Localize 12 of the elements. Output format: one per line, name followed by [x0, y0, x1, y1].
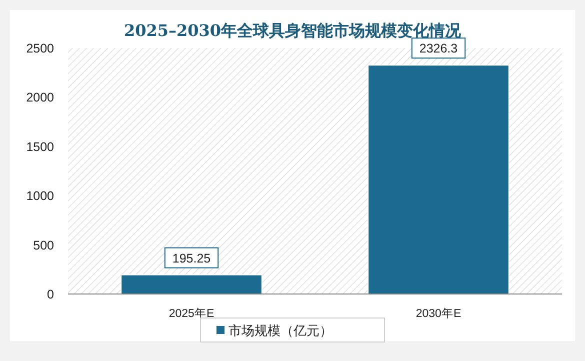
chart-title: 2025–2030年全球具身智能市场规模变化情况: [124, 21, 462, 40]
y-tick-label: 1000: [26, 189, 54, 204]
x-tick-label: 2030年E: [416, 307, 462, 320]
y-tick-label: 500: [33, 238, 54, 252]
y-tick-label: 2000: [26, 90, 54, 105]
y-tick-label: 0: [47, 288, 54, 302]
data-label: 195.25: [172, 251, 211, 266]
y-tick-label: 2500: [26, 42, 54, 56]
data-label: 2326.3: [419, 42, 458, 56]
legend-label: 市场规模（亿元）: [228, 323, 332, 338]
x-tick-label: 2025年E: [168, 307, 214, 320]
y-tick-label: 1500: [26, 140, 54, 154]
